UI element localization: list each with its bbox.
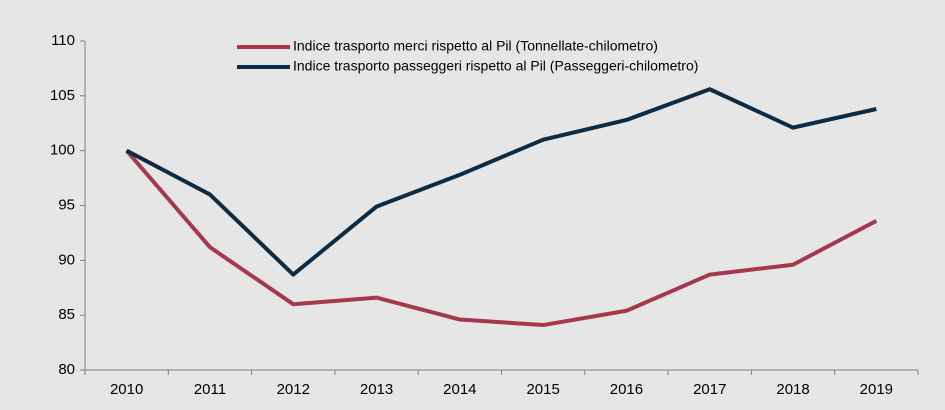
x-tick-label: 2014: [443, 381, 476, 398]
y-tick-label: 100: [50, 142, 75, 159]
line-series: [125, 149, 878, 328]
y-tick-label: 90: [58, 251, 75, 268]
x-tick-label: 2012: [277, 381, 310, 398]
legend-label: Indice trasporto merci rispetto al Pil (…: [293, 38, 658, 54]
y-tick-label: 110: [51, 32, 75, 49]
line-series: [125, 87, 877, 277]
x-tick-label: 2019: [860, 381, 893, 398]
x-tick-label: 2016: [610, 381, 643, 398]
legend-label: Indice trasporto passeggeri rispetto al …: [293, 58, 698, 74]
y-tick-label: 80: [58, 361, 75, 378]
y-tick-label: 85: [58, 306, 75, 323]
x-tick-label: 2015: [526, 381, 559, 398]
y-tick-label: 95: [58, 196, 75, 213]
x-tick-label: 2018: [776, 381, 809, 398]
x-tick-label: 2013: [360, 381, 393, 398]
y-tick-label: 105: [50, 87, 75, 104]
x-tick-label: 2010: [110, 381, 143, 398]
x-tick-label: 2017: [693, 381, 726, 398]
x-tick-label: 2011: [194, 381, 226, 398]
